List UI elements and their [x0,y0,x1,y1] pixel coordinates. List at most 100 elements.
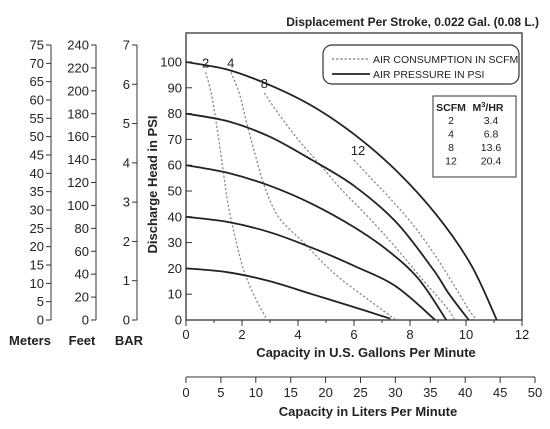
feet-tick-label: 140 [67,152,89,167]
liters-tick-label: 20 [318,385,332,400]
chart-title: Displacement Per Stroke, 0.022 Gal. (0.0… [286,15,539,29]
bar-tick-label: 7 [123,38,130,53]
table-header-m3-sup: 3 [481,100,485,109]
bar-tick-label: 5 [123,116,130,131]
y-tick-label: 0 [175,313,182,328]
bar-tick-label: 1 [123,273,130,288]
table-cell-m3hr: 20.4 [481,156,502,168]
air-consumption-label-8: 8 [261,76,268,91]
liters-tick-label: 5 [217,385,224,400]
axes-layer: 0 2 4 6 8 10 120102030405060708090100Capacity … [9,32,542,419]
air-consumption-label-4: 4 [227,55,234,70]
meters-tick-label: 15 [30,258,44,273]
table-box [432,95,517,178]
air-consumption-label-12: 12 [351,143,365,158]
meters-tick-label: 75 [30,38,44,53]
feet-tick-label: 60 [75,244,89,259]
y-tick-label: 80 [168,106,182,121]
scfm-table: SCFM M3/HR 2 3.4 4 6.8 8 13.6 12 20.4 [432,95,517,178]
air-consumption-curve-8 [263,92,456,320]
liters-tick-label: 15 [283,385,297,400]
legend-air-consumption-label: AIR CONSUMPTION IN SCFM [373,54,518,66]
feet-tick-label: 20 [75,290,89,305]
meters-tick-label: 45 [30,148,44,163]
liters-tick-label: 10 [249,385,263,400]
meters-tick-label: 50 [30,129,44,144]
feet-tick-label: 0 [82,313,89,328]
table-cell-m3hr: 13.6 [481,142,502,154]
meters-axis-title: Meters [9,333,51,348]
y-axis-title: Discharge Head in PSI [145,116,160,254]
meters-tick-label: 40 [30,166,44,181]
feet-tick-label: 80 [75,221,89,236]
feet-tick-label: 180 [67,106,89,121]
x-tick-label: 12 [515,327,529,342]
feet-tick-label: 100 [67,198,89,213]
air-pressure-curve-3 [186,164,448,320]
air-pressure-curve-4 [186,215,436,320]
y-tick-label: 50 [168,184,182,199]
meters-tick-label: 35 [30,184,44,199]
x-tick-label: 8 [406,327,413,342]
meters-tick-label: 25 [30,221,44,236]
legend: AIR CONSUMPTION IN SCFM AIR PRESSURE IN P… [322,44,520,85]
meters-tick-label: 70 [30,56,44,71]
meters-tick-label: 60 [30,93,44,108]
table-cell-scfm: 8 [448,142,454,154]
air-consumption-curve-2 [204,72,268,320]
feet-tick-label: 220 [67,60,89,75]
y-tick-label: 70 [168,132,182,147]
air-pressure-curve-2 [186,112,470,320]
table-cell-m3hr: 3.4 [484,115,499,127]
meters-tick-label: 0 [37,313,44,328]
feet-tick-label: 200 [67,83,89,98]
liters-tick-label: 30 [388,385,402,400]
meters-tick-label: 20 [30,239,44,254]
x-tick-label: 0 [182,327,189,342]
liters-tick-label: 40 [458,385,472,400]
x-tick-label: 10 [459,327,473,342]
liters-tick-label: 35 [423,385,437,400]
table-header-m3-tail: /HR [485,102,504,114]
bar-axis-title: BAR [115,333,144,348]
meters-tick-label: 65 [30,74,44,89]
liters-tick-label: 50 [528,385,542,400]
air-pressure-curve-5 [186,267,391,320]
meters-tick-label: 5 [37,294,44,309]
liters-tick-label: 0 [182,385,189,400]
feet-axis-title: Feet [69,333,96,348]
curves-clipped [186,61,498,320]
bar-tick-label: 6 [123,77,130,92]
y-tick-label: 10 [168,287,182,302]
table-header-m3-base: M [472,102,481,114]
x-tick-label: 2 [238,327,245,342]
table-header-scfm: SCFM [436,102,466,114]
y-tick-label: 100 [160,55,182,70]
bar-tick-label: 3 [123,195,130,210]
feet-tick-label: 120 [67,175,89,190]
table-cell-m3hr: 6.8 [484,129,499,141]
bar-tick-label: 2 [123,234,130,249]
y-tick-label: 40 [168,209,182,224]
liters-tick-label: 25 [353,385,367,400]
y-tick-label: 60 [168,158,182,173]
x-axis-title: Capacity in U.S. Gallons Per Minute [256,345,476,360]
air-consumption-curve-12 [353,159,478,320]
liters-tick-label: 45 [493,385,507,400]
legend-air-pressure-label: AIR PRESSURE IN PSI [373,69,484,81]
liters-axis-title: Capacity in Liters Per Minute [279,404,457,419]
feet-tick-label: 40 [75,267,89,282]
air-pressure-curve-1 [186,61,498,320]
meters-tick-label: 30 [30,203,44,218]
table-cell-scfm: 4 [448,129,454,141]
bar-tick-label: 0 [123,313,130,328]
meters-tick-label: 10 [30,276,44,291]
table-cell-scfm: 12 [445,156,457,168]
x-tick-label: 4 [294,327,301,342]
table-header-m3hr: M3/HR [472,100,503,114]
meters-tick-label: 55 [30,111,44,126]
air-consumption-curve-4 [230,72,397,320]
feet-tick-label: 160 [67,129,89,144]
